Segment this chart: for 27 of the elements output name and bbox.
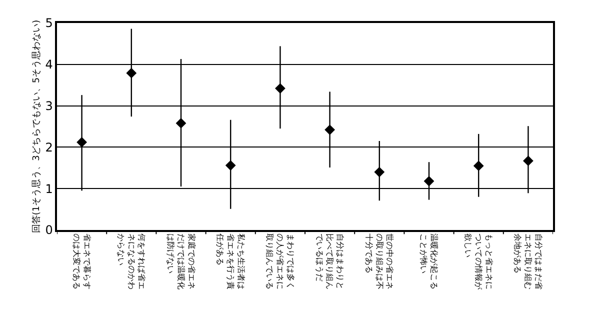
y-tick-label: 2 [45,140,53,154]
y-tick-label: 4 [45,58,53,72]
point [76,137,87,148]
point [126,68,137,78]
point [324,124,335,136]
y-tick-label: 1 [45,182,53,196]
y-tick-label: 0 [45,223,53,238]
x-tick-label: 自分はまわりと比べて取り組んでいるほうだ [314,233,345,290]
x-tick-label: まわりでは多くの人が省エネに取り組んでいる [265,233,295,290]
x-tick-label: 温暖化が起こることが怖い [419,233,439,290]
point [523,156,534,166]
x-tick-label: 自分ではまだ省エネに取り組む余地がある [513,233,543,290]
x-tick-label: 省エネで暮らすのは大変である [72,233,92,290]
point [275,83,286,94]
point [473,160,484,172]
y-tick-label: 5 [45,16,53,30]
point [225,160,236,171]
x-tick-label: 私たち生活者は省エネを行う責任がある [216,232,246,290]
point [424,176,434,186]
point [374,166,385,178]
x-tick-label: 家庭での省エネだけでは温暖化は防げない [166,233,196,290]
point [176,118,186,128]
x-tick-label: もっと省エネについての情報が欲しい [464,233,494,290]
x-tick-label: 何をすれば省エネになるのかわからない [116,233,146,290]
x-tick-label: 世の中の省エネの取り組みは不十分である [364,233,394,290]
y-axis-title: 回答(1そう思う、3どちらでもない、5そう思わない) [31,20,42,234]
y-tick-label: 3 [45,99,53,113]
